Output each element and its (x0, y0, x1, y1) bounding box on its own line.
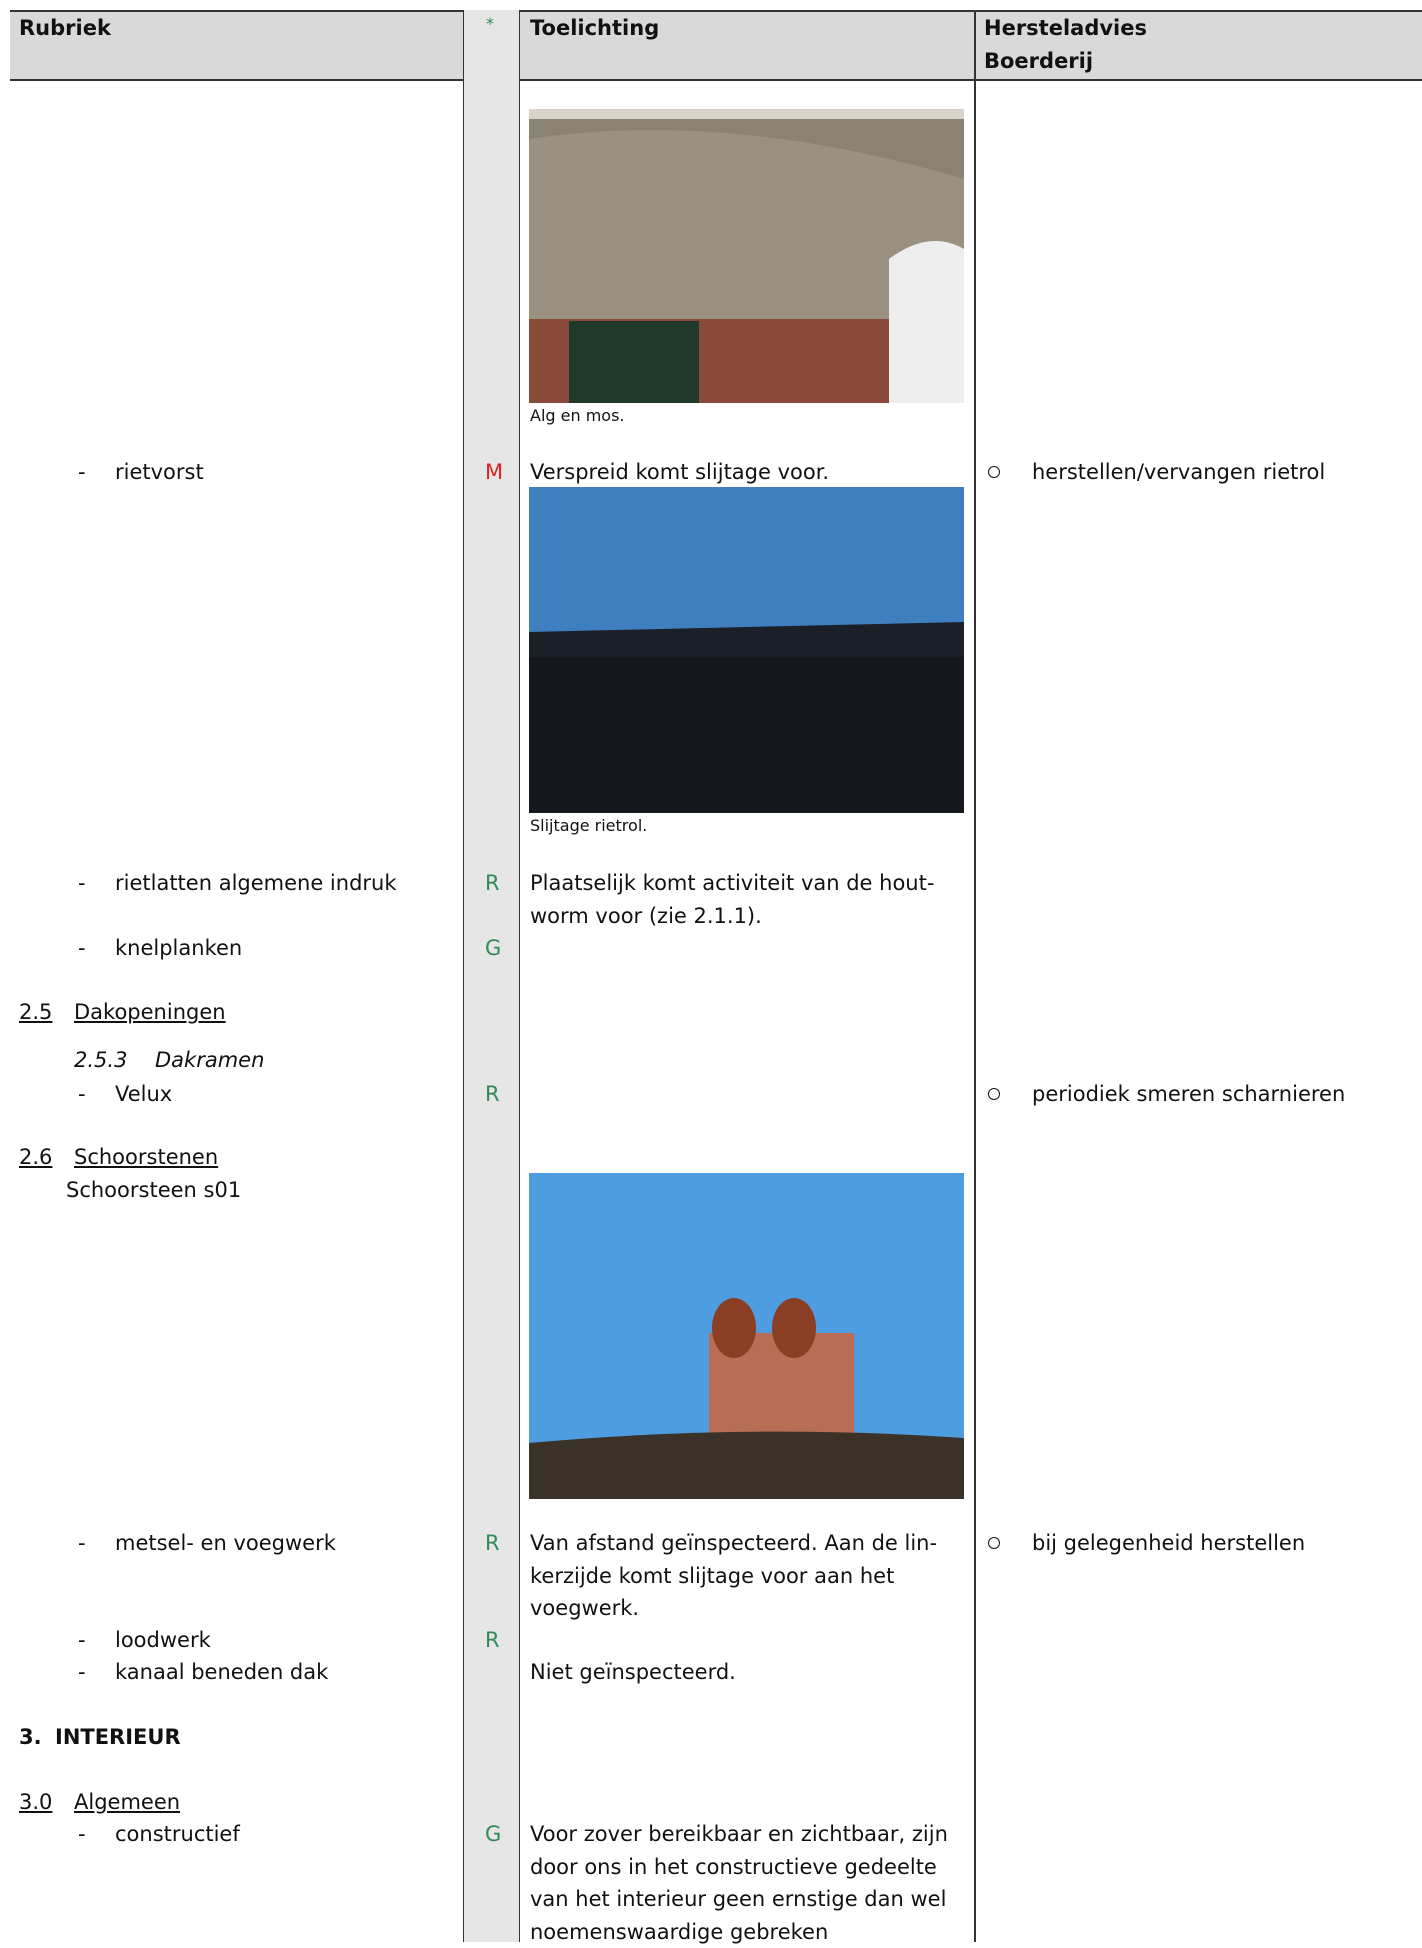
photo-caption: Slijtage rietrol. (530, 816, 648, 835)
section-number: 3. (19, 1725, 42, 1749)
advice: herstellen/vervangen rietrol (1032, 460, 1326, 484)
header-advies: Hersteladvies (984, 16, 1147, 40)
section-title: INTERIEUR (55, 1725, 181, 1749)
explanation: kerzijde komt slijtage voor aan het (530, 1563, 895, 1588)
status-code: M (485, 460, 504, 484)
section-title: Schoorstenen (74, 1145, 219, 1169)
column-divider (974, 10, 976, 1942)
item-label: metsel- en voegwerk (115, 1531, 336, 1555)
photo-roof (529, 109, 964, 403)
header-rubriek: Rubriek (19, 16, 111, 40)
header-advies: Boerderij (984, 49, 1094, 73)
item-label: knelplanken (115, 936, 243, 960)
explanation: Voor zover bereikbaar en zichtbaar, zijn (530, 1822, 948, 1846)
section-number: 2.6 (19, 1145, 53, 1169)
header-star: * (486, 14, 494, 33)
section-title: Algemeen (74, 1790, 181, 1814)
photo-caption: Alg en mos. (530, 406, 625, 425)
list-marker: - (78, 1660, 86, 1684)
status-code: R (485, 1082, 500, 1106)
header-toelichting: Toelichting (530, 16, 660, 40)
advice: bij gelegenheid herstellen (1032, 1531, 1306, 1555)
item-label: kanaal beneden dak (115, 1660, 329, 1684)
photo-chimney (529, 1173, 964, 1499)
section-number: 3.0 (19, 1790, 53, 1814)
explanation: worm voor (zie 2.1.1). (530, 903, 762, 928)
list-marker: - (78, 1822, 86, 1846)
section-sub: Schoorsteen s01 (66, 1178, 242, 1202)
item-label: Velux (115, 1082, 173, 1106)
section-number: 2.5 (19, 1000, 53, 1024)
list-marker: - (78, 936, 86, 960)
advice: periodiek smeren scharnieren (1032, 1082, 1346, 1106)
list-marker: - (78, 871, 86, 895)
item-label: loodwerk (115, 1628, 211, 1652)
explanation: Verspreid komt slijtage voor. (530, 460, 830, 484)
explanation: Van afstand geïnspecteerd. Aan de lin- (530, 1531, 938, 1555)
status-code: R (485, 1531, 500, 1555)
list-marker: - (78, 1082, 86, 1106)
item-label: rietlatten algemene indruk (115, 871, 397, 895)
star-column (463, 10, 520, 1942)
header-bg (10, 10, 1422, 81)
explanation: van het interieur geen ernstige dan wel (530, 1887, 947, 1911)
explanation: noemenswaardige gebreken (530, 1919, 829, 1944)
status-code: G (485, 1822, 502, 1846)
status-code: R (485, 871, 500, 895)
list-marker: - (78, 460, 86, 484)
explanation: Niet geïnspecteerd. (530, 1660, 736, 1684)
list-marker: - (78, 1531, 86, 1555)
list-marker: - (78, 1628, 86, 1652)
status-code: R (485, 1628, 500, 1652)
section-title: Dakramen (155, 1048, 265, 1072)
item-label: rietvorst (115, 460, 204, 484)
photo-ridge (529, 487, 964, 813)
explanation: door ons in het constructieve gedeelte (530, 1854, 937, 1879)
section-number: 2.5.3 (74, 1048, 128, 1072)
explanation: Plaatselijk komt activiteit van de hout- (530, 871, 935, 895)
bullet (988, 466, 1000, 478)
bullet (988, 1088, 1000, 1100)
bullet (988, 1537, 1000, 1549)
explanation: voegwerk. (530, 1596, 640, 1620)
item-label: constructief (115, 1822, 240, 1846)
section-title: Dakopeningen (74, 1000, 226, 1024)
status-code: G (485, 936, 502, 960)
